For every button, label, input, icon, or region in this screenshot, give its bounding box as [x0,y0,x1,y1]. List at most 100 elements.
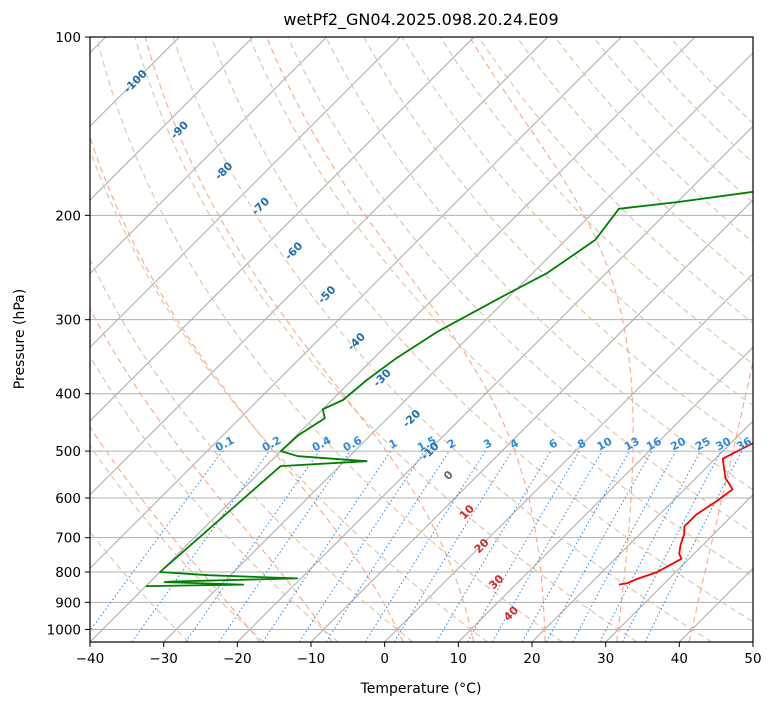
mixing-ratio-line [599,450,701,642]
mixing-ratio-line [131,450,270,642]
dry-adiabat [90,355,339,642]
temperature-line-label: 20 [472,536,492,556]
isotherm-line [90,37,401,349]
mixing-ratio-label: 4 [508,436,521,451]
y-tick-label: 200 [55,208,81,224]
dry-adiabat [592,37,753,204]
x-axis-label: Temperature (°C) [360,681,482,697]
dry-adiabat [554,37,753,243]
plot-frame [89,36,754,643]
dry-adiabat [210,37,753,623]
x-tick-label: 0 [380,651,389,667]
dry-adiabat [287,37,753,534]
temperature-line-label: -80 [212,159,235,182]
mixing-ratio-label: 3 [481,436,494,451]
mixing-ratio-line [218,450,351,642]
temperature-profile-line [618,441,753,586]
dry-adiabat [325,37,753,491]
mixing-ratio-label: 10 [595,435,615,454]
y-tick-label: 800 [55,565,81,581]
x-tick-label: −40 [76,651,105,667]
x-tick-label: −30 [149,651,178,667]
chart-title: wetPf2_GN04.2025.098.20.24.E09 [283,10,558,30]
isotherm-line [90,37,549,496]
mixing-ratio-line [90,450,223,632]
isotherm-line [90,37,328,275]
isotherm-line [457,346,753,642]
y-tick-label: 100 [55,30,81,46]
moist-adiabat [266,37,546,642]
moist-adiabat [90,135,404,642]
moist-adiabat [469,37,634,642]
isotherm-line [90,37,254,201]
mixing-ratio-line [185,450,320,642]
isotherm-line [752,641,753,642]
isotherm-line [531,420,753,642]
isotherm-line [163,51,753,642]
y-tick-label: 900 [55,595,81,611]
dry-adiabat [669,37,753,124]
temperature-line-label: -70 [249,194,272,217]
mixing-ratio-line [572,450,677,642]
dry-adiabat [248,37,753,578]
dry-adiabat [90,148,488,642]
mixing-ratio-label: 25 [693,435,713,454]
y-tick-label: 300 [55,313,81,329]
x-tick-label: 10 [450,651,467,667]
temperature-line-label: -40 [345,330,368,353]
temperature-line-label: -60 [282,239,305,262]
mixing-ratio-label: 36 [734,435,754,454]
dry-adiabat [90,530,190,642]
dry-adiabat [172,37,713,642]
temperature-line-label: 0 [441,468,456,483]
y-tick-label: 1000 [47,622,81,638]
dewpoint-profile-line [145,190,753,587]
isotherm-line [605,493,753,642]
moist-adiabat [90,426,261,642]
mixing-ratio-label: 30 [714,435,734,454]
dry-adiabat [516,37,753,284]
x-tick-label: 30 [597,651,614,667]
mixing-ratio-label: 16 [644,435,664,454]
mixing-ratio-label: 1 [387,436,400,451]
isotherm-line [236,125,753,642]
moist-adiabat [144,37,475,642]
y-tick-label: 500 [55,444,81,460]
y-axis-label: Pressure (hPa) [12,289,28,389]
mixing-ratio-line [393,450,513,642]
isotherm-line [310,199,753,642]
dry-adiabat [134,37,638,642]
moist-adiabat [688,358,753,642]
y-tick-label: 600 [55,491,81,507]
mixing-ratio-label: 13 [622,435,642,454]
y-tick-label: 700 [55,531,81,547]
dry-adiabat [90,258,414,642]
mixing-ratio-label: 2 [445,436,458,451]
dry-adiabat [439,37,753,365]
dry-adiabat [90,444,264,642]
plot-area [90,37,753,642]
x-tick-label: 20 [523,651,540,667]
mixing-ratio-line [545,450,653,642]
mixing-ratio-line [325,450,450,642]
isotherm-line [90,37,696,642]
mixing-ratio-line [298,450,425,642]
mixing-ratio-line [262,450,392,642]
x-tick-label: 40 [671,651,688,667]
y-tick-label: 400 [55,387,81,403]
x-tick-label: −10 [297,651,326,667]
mixing-ratio-label: 6 [547,436,560,451]
isotherm-line [90,37,475,422]
x-tick-label: −20 [223,651,252,667]
temperature-line-label: -50 [315,283,338,306]
temperature-line-label: 10 [457,502,477,522]
isotherm-line [678,567,753,642]
mixing-ratio-line [364,450,486,642]
temperature-line-label: -20 [400,407,423,430]
mixing-ratio-line [644,450,743,642]
mixing-ratio-line [521,450,630,642]
x-tick-label: 50 [744,651,761,667]
mixing-ratio-label: 20 [668,435,688,454]
mixing-ratio-line [435,450,552,642]
